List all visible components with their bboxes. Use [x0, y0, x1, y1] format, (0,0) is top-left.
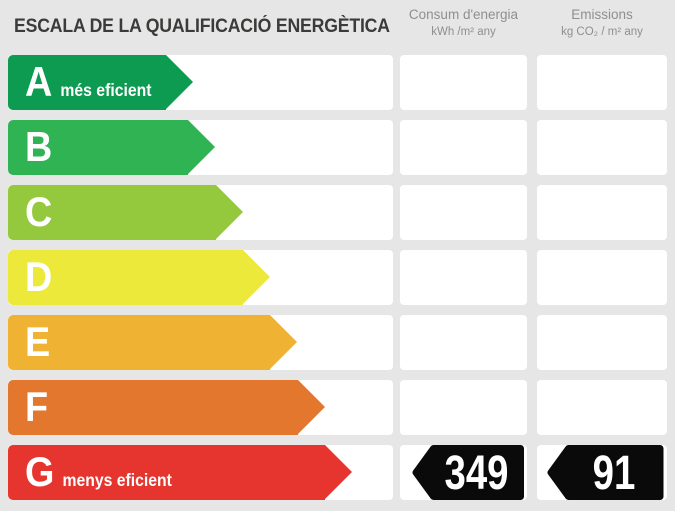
emissions-cell: [537, 55, 667, 110]
consum-cell: [400, 315, 527, 370]
grade-arrow-tip-icon: [298, 380, 325, 434]
emissions-cell: [537, 250, 667, 305]
grade-text: F: [25, 382, 56, 430]
rating-row-e: E: [8, 315, 667, 370]
grade-text: B: [25, 122, 60, 170]
grade-arrow: G menys eficient: [8, 445, 352, 500]
consum-header-unit: kWh /m² any: [431, 26, 496, 39]
grade-letter: F: [25, 382, 49, 430]
emissions-cell: [537, 315, 667, 370]
consum-cell: [400, 380, 527, 435]
consum-cell: 349: [400, 445, 527, 500]
grade-letter: D: [25, 252, 53, 300]
consum-value: 349: [444, 447, 509, 500]
grade-arrow-body: F: [8, 380, 298, 435]
grade-arrow-tip-icon: [216, 185, 243, 239]
grade-arrow: E: [8, 315, 297, 370]
grade-letter: G: [25, 447, 55, 495]
grade-letter: C: [25, 187, 53, 235]
grade-arrow: B: [8, 120, 215, 175]
grade-arrow: F: [8, 380, 325, 435]
emissions-cell: [537, 120, 667, 175]
grade-text: A més eficient: [25, 57, 152, 105]
left-arrow-icon: [547, 445, 664, 500]
emissions-value: 91: [592, 447, 636, 500]
page-title: ESCALA DE LA QUALIFICACIÓ ENERGÈTICA: [14, 16, 390, 37]
grade-letter: B: [25, 122, 53, 170]
rating-row-d: D: [8, 250, 667, 305]
consum-value-arrow: 349: [400, 445, 527, 500]
grade-arrow-body: B: [8, 120, 188, 175]
consum-cell: [400, 55, 527, 110]
consum-cell: [400, 120, 527, 175]
rating-row-g: 349 91 G menys eficient: [8, 445, 667, 500]
rating-scale: A més eficient B: [8, 55, 667, 510]
rating-row-c: C: [8, 185, 667, 240]
emissions-cell: [537, 185, 667, 240]
emissions-header-title: Emissions: [571, 7, 633, 22]
consum-cell: [400, 185, 527, 240]
grade-arrow-body: G menys eficient: [8, 445, 325, 500]
grade-arrow-tip-icon: [270, 315, 297, 369]
rating-row-a: A més eficient: [8, 55, 667, 110]
column-header-consum: Consum d'energia kWh /m² any: [400, 7, 527, 40]
column-header-emissions: Emissions kg CO₂ / m² any: [537, 7, 667, 40]
grade-letter: E: [25, 317, 51, 365]
grade-arrow-body: D: [8, 250, 243, 305]
grade-text: C: [25, 187, 60, 235]
consum-header-title: Consum d'energia: [408, 7, 519, 22]
grade-arrow-tip-icon: [165, 55, 193, 109]
grade-label: menys eficient: [62, 469, 172, 490]
grade-arrow: C: [8, 185, 243, 240]
grade-arrow-body: A més eficient: [8, 55, 166, 110]
grade-arrow-tip-icon: [243, 250, 270, 304]
left-arrow-icon: [412, 445, 524, 500]
rating-row-f: F: [8, 380, 667, 435]
grade-text: D: [25, 252, 60, 300]
grade-label: més eficient: [60, 79, 152, 100]
consum-cell: [400, 250, 527, 305]
grade-arrow-body: C: [8, 185, 216, 240]
grade-arrow-tip-icon: [188, 120, 215, 174]
grade-letter: A: [25, 57, 53, 105]
emissions-header-unit: kg CO₂ / m² any: [561, 26, 643, 39]
emissions-value-arrow: 91: [537, 445, 667, 500]
grade-arrow: D: [8, 250, 270, 305]
grade-arrow-tip-icon: [325, 445, 352, 499]
emissions-cell: 91: [537, 445, 667, 500]
grade-text: G menys eficient: [25, 447, 172, 495]
grade-text: E: [25, 317, 58, 365]
grade-arrow: A més eficient: [8, 55, 193, 110]
grade-arrow-body: E: [8, 315, 270, 370]
emissions-cell: [537, 380, 667, 435]
rating-row-b: B: [8, 120, 667, 175]
